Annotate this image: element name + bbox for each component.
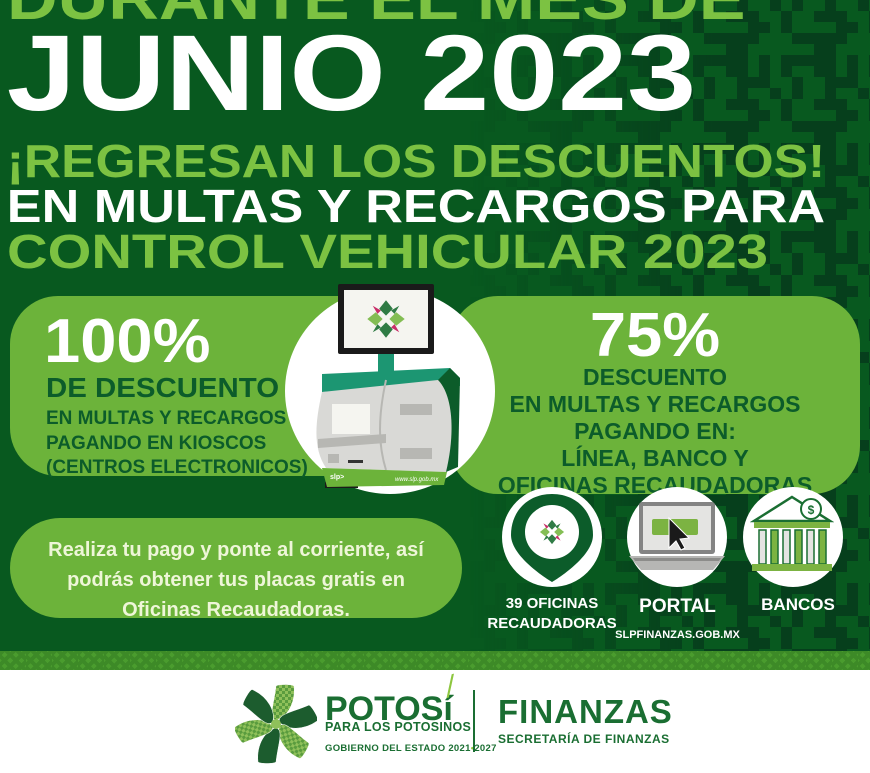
svg-text:www.slp.gob.mx: www.slp.gob.mx [395, 477, 439, 483]
svg-text:$: $ [808, 503, 815, 517]
svg-text:slp>: slp> [330, 474, 344, 481]
